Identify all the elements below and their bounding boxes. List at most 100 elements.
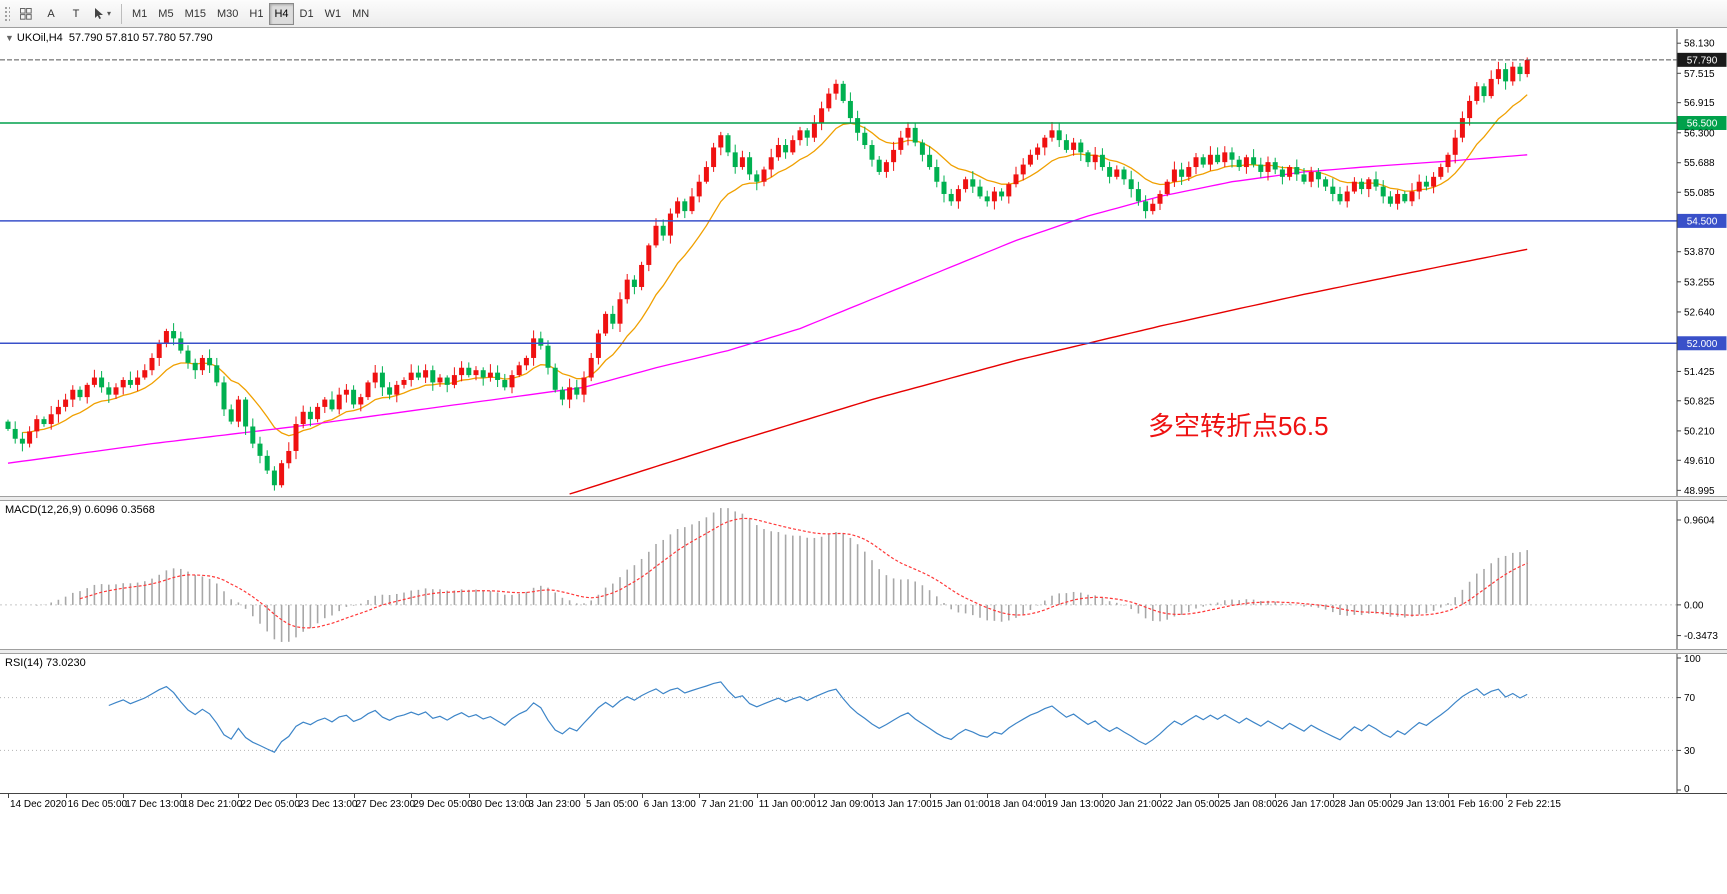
rsi-label: RSI(14) 73.0230: [5, 657, 86, 669]
text-label-tool-button[interactable]: T: [64, 3, 88, 25]
cursor-icon: [95, 7, 103, 19]
time-label: 23 Dec 13:00: [298, 799, 358, 810]
time-label: 27 Dec 23:00: [355, 799, 416, 810]
time-label: 12 Jan 09:00: [816, 799, 875, 810]
time-label: 29 Dec 05:00: [413, 799, 473, 810]
time-label: 15 Jan 01:00: [931, 799, 990, 810]
time-label: 22 Jan 05:00: [1162, 799, 1220, 810]
svg-text:53.870: 53.870: [1684, 247, 1715, 258]
rsi-canvas[interactable]: 100 70 30 0: [0, 654, 1727, 794]
time-tick: [1448, 794, 1449, 798]
ohlc-values: 57.790 57.810 57.780 57.790: [68, 32, 213, 44]
time-tick: [1505, 794, 1507, 798]
svg-text:52.000: 52.000: [1687, 339, 1718, 350]
svg-text:-0.3473: -0.3473: [1684, 631, 1718, 642]
time-tick: [123, 794, 125, 798]
time-label: 30 Dec 13:00: [470, 799, 531, 810]
svg-text:0: 0: [1684, 784, 1690, 794]
time-axis[interactable]: 14 Dec 2020 16 Dec 05:00 17 Dec 13:00 18 De…: [0, 794, 1727, 816]
chart-annotation[interactable]: 多空转折点56.5: [1148, 411, 1329, 441]
time-label: 25 Jan 08:00: [1219, 799, 1278, 810]
time-label: 2 Feb 22:15: [1507, 799, 1561, 810]
svg-text:56.500: 56.500: [1687, 118, 1718, 129]
time-label: 5 Jan 05:00: [586, 799, 639, 810]
time-label: 17 Dec 13:00: [125, 799, 185, 810]
collapse-arrow-icon[interactable]: ▼: [5, 33, 14, 43]
time-tick: [526, 794, 528, 798]
grid-icon: [20, 7, 32, 20]
time-label: 3 Jan 23:00: [528, 799, 581, 810]
time-tick: [1044, 794, 1046, 798]
time-label: 18 Jan 04:00: [989, 799, 1048, 810]
time-label: 22 Dec 05:00: [240, 799, 300, 810]
time-label: 19 Jan 13:00: [1046, 799, 1105, 810]
indicators-grid-button[interactable]: [14, 3, 38, 25]
time-tick: [1217, 794, 1219, 798]
svg-text:100: 100: [1684, 654, 1701, 665]
time-tick: [699, 794, 701, 798]
time-label: 29 Jan 13:00: [1392, 799, 1451, 810]
svg-text:48.995: 48.995: [1684, 486, 1715, 496]
chevron-down-icon: ▾: [107, 9, 112, 18]
time-label: 11 Jan 00:00: [758, 799, 816, 810]
time-tick: [65, 794, 67, 798]
svg-text:57.515: 57.515: [1684, 69, 1715, 80]
time-tick: [987, 794, 989, 798]
time-label: 1 Feb 16:00: [1450, 799, 1504, 810]
toolbar-drag-handle[interactable]: [3, 4, 10, 23]
macd-panel: 0.9604 0.00 -0.3473 MACD(12,26,9) 0.6096 0…: [0, 501, 1727, 649]
time-tick: [296, 794, 297, 798]
time-label: 14 Dec 2020: [10, 799, 67, 810]
timeframe-h1-button[interactable]: H1: [244, 3, 268, 25]
main-chart-panel: 56.500 54.500 52.000 58.130 57.515 56.915 56.3…: [0, 29, 1727, 496]
svg-text:54.500: 54.500: [1687, 216, 1718, 227]
macd-histogram: [35, 508, 1528, 642]
timeframe-w1-button[interactable]: W1: [320, 3, 347, 25]
timeframe-m15-button[interactable]: M15: [180, 3, 211, 25]
symbol-ohlc-label: ▼ UKOil,H4 57.790 57.810 57.780 57.790: [5, 32, 213, 44]
main-chart-canvas[interactable]: 56.500 54.500 52.000 58.130 57.515 56.915 56.3…: [0, 29, 1727, 496]
timeframe-m5-button[interactable]: M5: [153, 3, 178, 25]
svg-text:52.640: 52.640: [1684, 307, 1715, 318]
price-axis: 58.130 57.515 56.915 56.300 55.688 55.085 53.8…: [0, 29, 1727, 496]
time-tick: [1275, 794, 1277, 798]
rsi-panel: 100 70 30 0 RSI(14) 73.0230: [0, 654, 1727, 794]
svg-text:56.915: 56.915: [1684, 98, 1715, 109]
time-tick: [929, 794, 931, 798]
time-tick: [872, 794, 873, 798]
toolbar: A T ▾ M1 M5 M15 M30 H1 H4 D1 W1 MN: [0, 0, 1727, 28]
time-tick: [1160, 794, 1161, 798]
svg-text:70: 70: [1684, 693, 1696, 704]
toolbar-separator: [121, 3, 123, 24]
time-tick: [756, 794, 758, 798]
svg-text:0.9604: 0.9604: [1684, 515, 1715, 526]
time-label: 28 Jan 05:00: [1334, 799, 1393, 810]
time-tick: [814, 794, 816, 798]
time-tick: [641, 794, 643, 798]
timeframe-h4-button[interactable]: H4: [269, 2, 294, 25]
cursor-tool-button[interactable]: ▾: [89, 3, 116, 25]
svg-text:53.255: 53.255: [1684, 277, 1715, 288]
panel-separator[interactable]: [0, 649, 1727, 654]
time-tick: [1390, 794, 1392, 798]
time-label: 7 Jan 21:00: [701, 799, 754, 810]
panel-separator[interactable]: [0, 496, 1727, 501]
timeframe-buttons: M1 M5 M15 M30 H1 H4 D1 W1 MN: [127, 2, 374, 25]
svg-text:51.425: 51.425: [1684, 367, 1715, 378]
macd-canvas[interactable]: 0.9604 0.00 -0.3473: [0, 501, 1727, 649]
svg-text:57.790: 57.790: [1687, 55, 1718, 66]
timeframe-m30-button[interactable]: M30: [212, 3, 243, 25]
timeframe-d1-button[interactable]: D1: [295, 3, 319, 25]
text-tool-button[interactable]: A: [39, 3, 63, 25]
time-label: 26 Jan 17:00: [1277, 799, 1336, 810]
time-tick: [584, 794, 585, 798]
timeframe-mn-button[interactable]: MN: [347, 3, 374, 25]
svg-text:0.00: 0.00: [1684, 600, 1704, 611]
time-tick: [180, 794, 182, 798]
timeframe-m1-button[interactable]: M1: [127, 3, 152, 25]
svg-text:50.825: 50.825: [1684, 396, 1715, 407]
time-tick: [1102, 794, 1104, 798]
svg-text:55.688: 55.688: [1684, 158, 1715, 169]
time-tick: [468, 794, 470, 798]
svg-text:30: 30: [1684, 746, 1696, 757]
